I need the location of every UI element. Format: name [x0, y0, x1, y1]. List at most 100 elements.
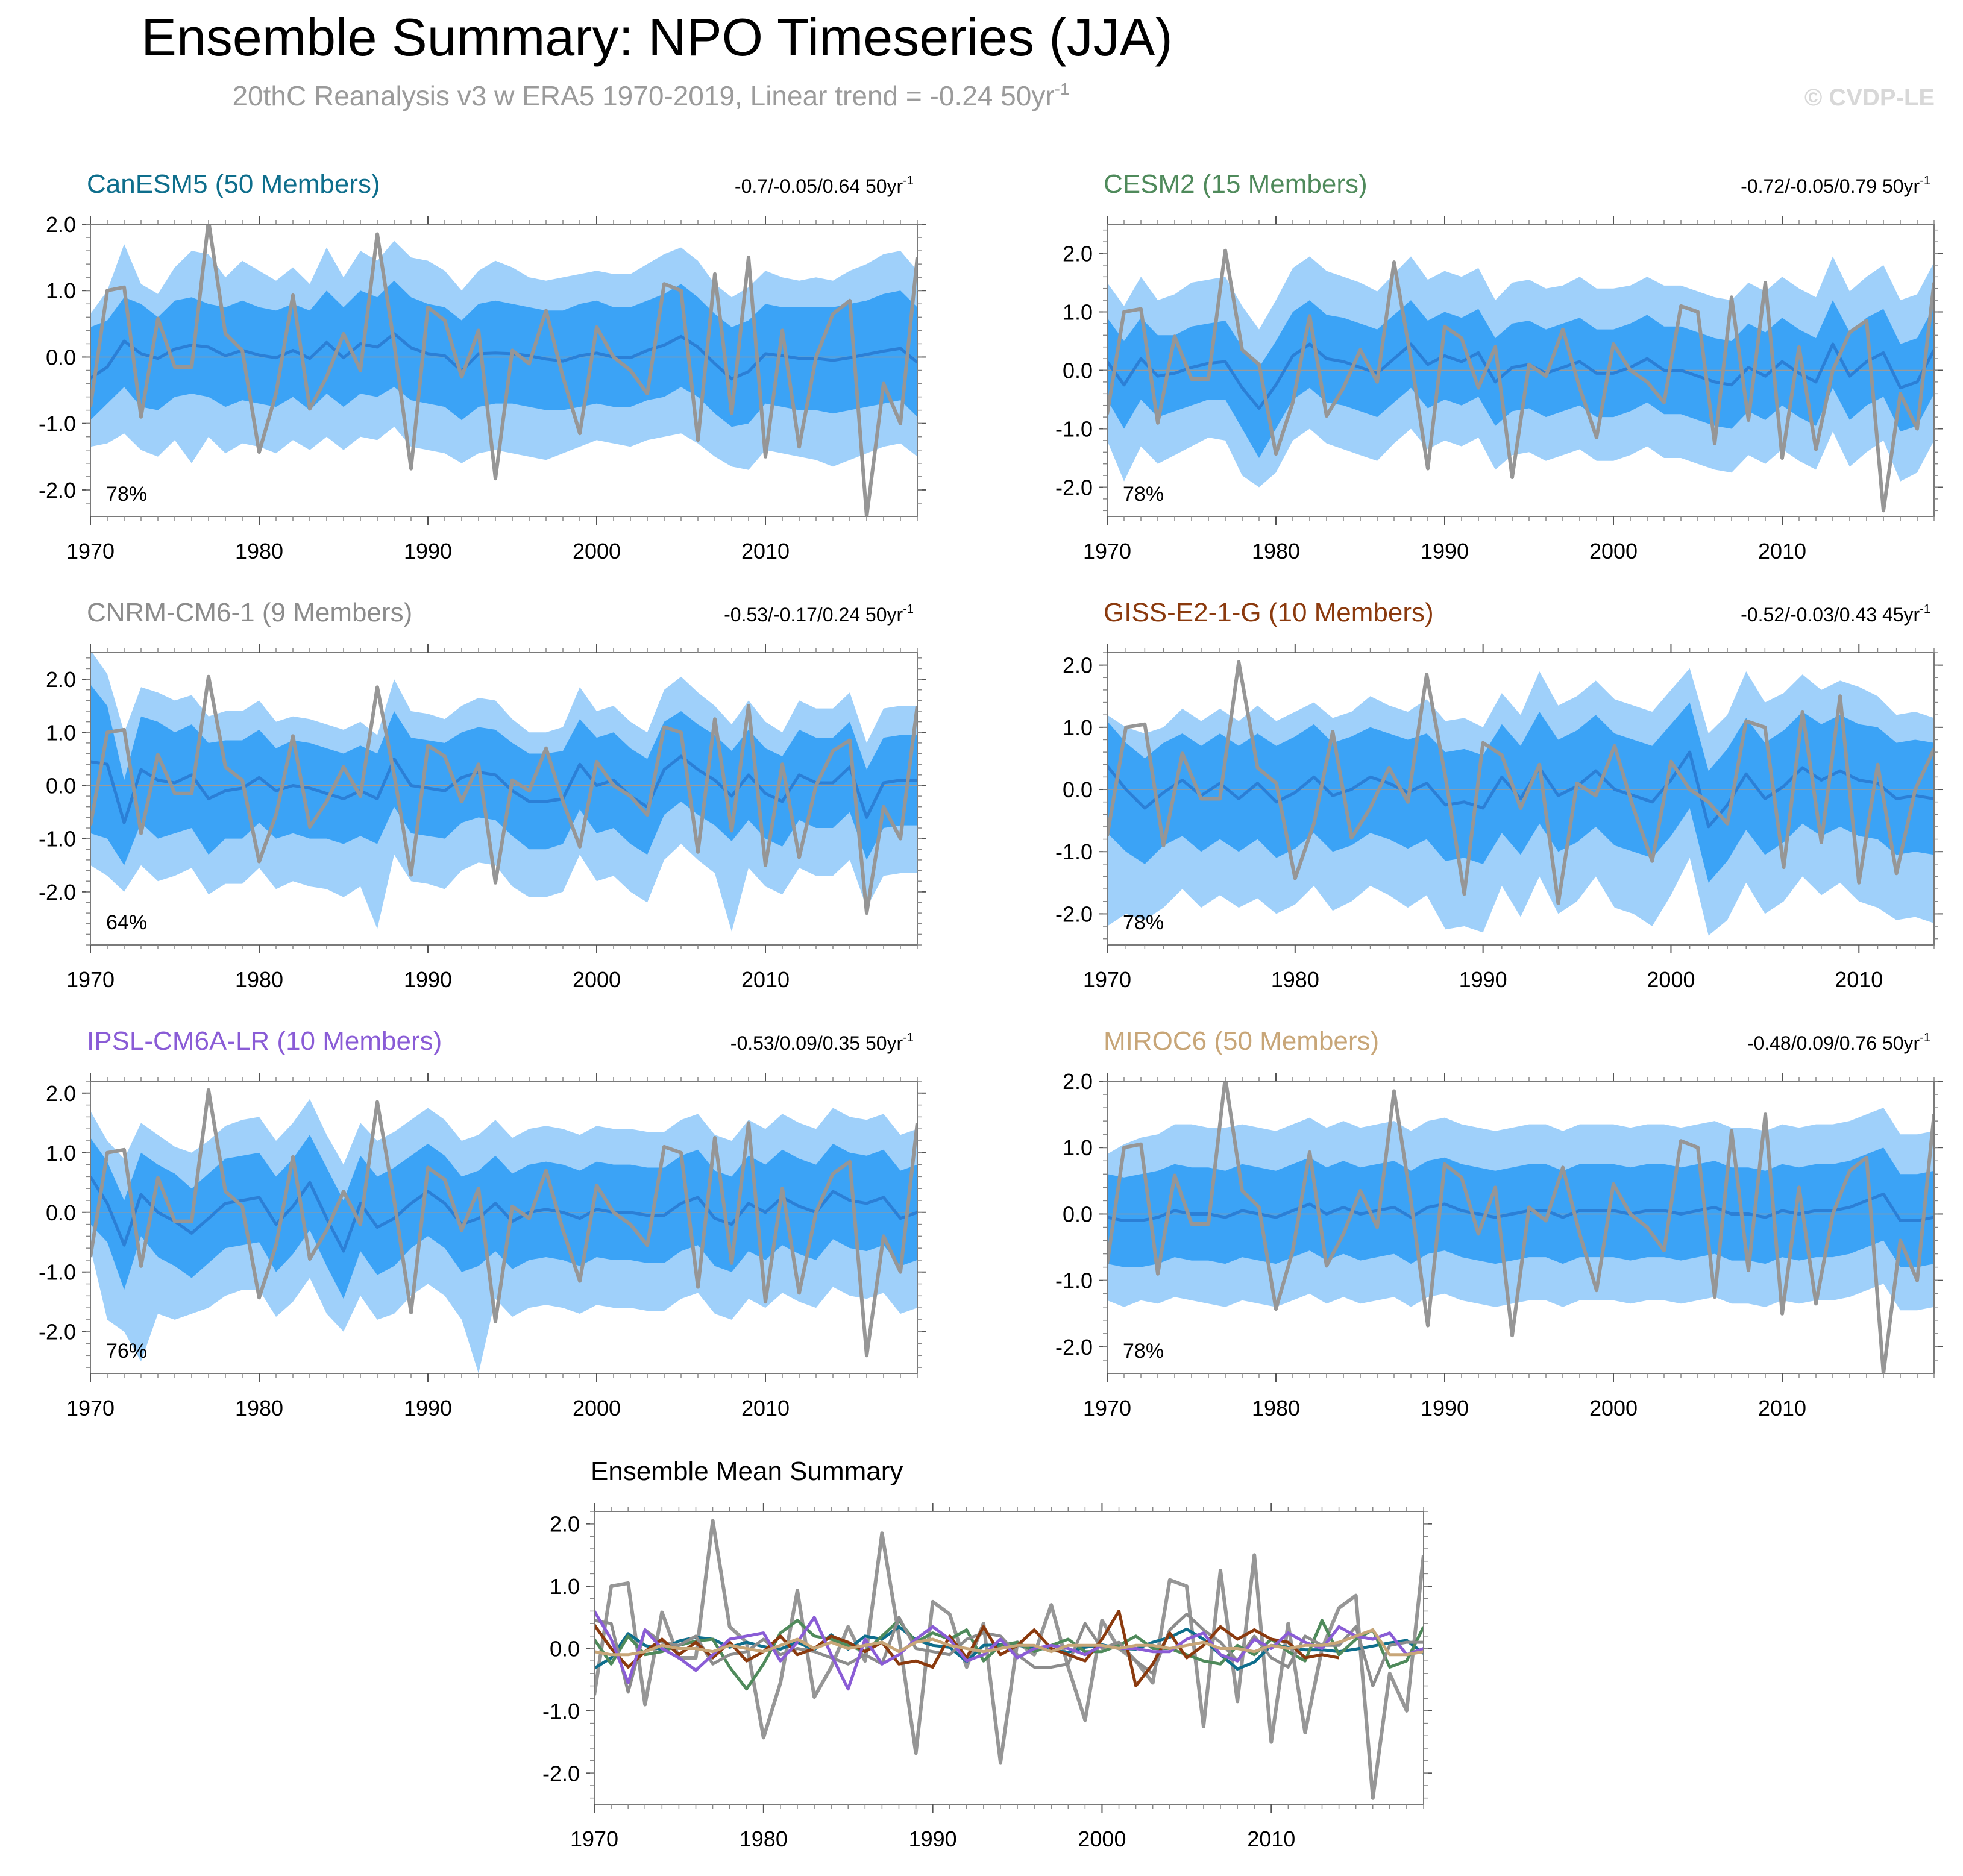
panel-4-trend-sup: -1 [1920, 603, 1930, 616]
summary-panel: 2.0 1.0 0.0 -1.0 -2.0 1970 1980 1990 2000 2010 Ens… [542, 1457, 1432, 1851]
summary-frame [594, 1511, 1424, 1805]
panel-1-observation-line [90, 224, 917, 516]
panel-3-ytick-label: 0.0 [46, 773, 76, 798]
panel-1-trend-label: -0.7/-0.05/0.64 50yr-1 [735, 174, 914, 197]
panel-6-ytick-label: 1.0 [1063, 1135, 1093, 1160]
panel-6-trend-label: -0.48/0.09/0.76 50yr-1 [1747, 1031, 1930, 1054]
panel-6-xtick-label: 1990 [1421, 1396, 1469, 1420]
panel-3-observation-line [90, 674, 917, 915]
panel-1-xtick-label: 2010 [741, 539, 790, 563]
panel-2-xtick-label: 2010 [1758, 539, 1806, 563]
panel-2-observation-line [1107, 248, 1934, 513]
panel-5-ytick-label: -1.0 [39, 1260, 76, 1285]
summary-ytick-label: 2.0 [550, 1512, 580, 1537]
panel-4-xtick-label: 1970 [1083, 967, 1131, 992]
panel-1-trend-range: -0.7/-0.05/0.64 [735, 175, 865, 197]
panel-5-trend-sup: -1 [903, 1031, 914, 1044]
panel-5-ytick-label: 0.0 [46, 1200, 76, 1225]
panel-6-xtick-label: 1980 [1252, 1396, 1300, 1420]
summary-xtick-label: 2000 [1078, 1827, 1126, 1851]
panel-3-xtick-label: 1990 [404, 967, 452, 992]
panel-4-trend-range: -0.52/-0.03/0.43 [1741, 604, 1882, 626]
panel-2-trend-sup: -1 [1920, 174, 1930, 187]
panel-2-percent-label: 78% [1123, 483, 1164, 506]
panel-6-ytick-label: 0.0 [1063, 1202, 1093, 1226]
panel-4-observation-line [1107, 660, 1934, 905]
panel-2-ytick-label: 0.0 [1063, 359, 1093, 383]
panel-2-plot-area [1107, 248, 1934, 513]
panel-6-ytick-label: 2.0 [1063, 1069, 1093, 1094]
panel-3: 2.0 1.0 0.0 -1.0 -2.0 1970 1980 1990 2000 2010 CNR… [39, 598, 926, 992]
summary-line-ipsl-cm6a-lr [594, 1610, 1424, 1691]
panel-5-ytick-label: 2.0 [46, 1081, 76, 1106]
panel-5-xtick-label: 1980 [235, 1396, 283, 1420]
panel-2-ytick-label: 2.0 [1063, 242, 1093, 266]
panel-4-inner-band [1107, 702, 1934, 883]
panel-5-xtick-label: 2010 [741, 1396, 790, 1420]
summary-line-miroc6 [594, 1628, 1424, 1657]
summary-plot-area [594, 1519, 1424, 1800]
summary-ytick-label: 1.0 [550, 1574, 580, 1599]
panel-4-ytick-label: -2.0 [1055, 902, 1093, 926]
panel-6-trend-range: -0.48/0.09/0.76 [1747, 1032, 1882, 1054]
summary-xtick-label: 2010 [1247, 1827, 1295, 1851]
panel-6-ytick-label: -1.0 [1055, 1269, 1093, 1293]
panel-2-ytick-label: 1.0 [1063, 300, 1093, 325]
panel-4: 2.0 1.0 0.0 -1.0 -2.0 1970 1980 1990 2000 2010 GIS… [1055, 598, 1943, 992]
panel-2-title: CESM2 (15 Members) [1104, 169, 1368, 199]
panel-3-ytick-label: -2.0 [39, 880, 76, 905]
panel-2-xtick-label: 1980 [1252, 539, 1300, 563]
summary-line-20thc-reanalysis-v3-w-era5 [594, 1519, 1424, 1800]
summary-xtick-label: 1980 [740, 1827, 788, 1851]
panel-1: 2.0 1.0 0.0 -1.0 -2.0 1970 1980 1990 2000 2010 Can… [39, 169, 926, 563]
panel-1-ytick-label: 1.0 [46, 278, 76, 303]
panel-4-ytick-label: -1.0 [1055, 839, 1093, 864]
panel-1-xtick-label: 1970 [66, 539, 115, 563]
panel-1-plot-area [90, 224, 917, 516]
watermark: © CVDP-LE [1804, 84, 1935, 111]
panel-6-ytick-label: -2.0 [1055, 1335, 1093, 1360]
panel-5-xtick-label: 2000 [573, 1396, 621, 1420]
panel-3-trend-label: -0.53/-0.17/0.24 50yr-1 [724, 603, 914, 626]
panel-6-xtick-label: 1970 [1083, 1396, 1131, 1420]
panel-5-title: IPSL-CM6A-LR (10 Members) [87, 1026, 442, 1056]
figure-title: Ensemble Summary: NPO Timeseries (JJA) [141, 7, 1173, 67]
figure-subtitle: 20thC Reanalysis v3 w ERA5 1970-2019, Li… [232, 80, 1069, 111]
panel-1-xtick-label: 2000 [573, 539, 621, 563]
panel-5-observation-line [90, 1088, 917, 1358]
panel-2-xtick-label: 2000 [1589, 539, 1638, 563]
panel-4-plot-area [1107, 660, 1934, 936]
summary-xtick-label: 1970 [570, 1827, 618, 1851]
subtitle-sup: -1 [1055, 80, 1070, 98]
panel-6: 2.0 1.0 0.0 -1.0 -2.0 1970 1980 1990 2000 2010 MIR… [1055, 1026, 1943, 1420]
panel-1-percent-label: 78% [106, 483, 147, 506]
panel-6-xtick-label: 2010 [1758, 1396, 1806, 1420]
panel-5-trend-label: -0.53/0.09/0.35 50yr-1 [730, 1031, 914, 1054]
panels-container: 2.0 1.0 0.0 -1.0 -2.0 1970 1980 1990 2000 2010 Can… [39, 169, 1943, 1420]
panel-6-plot-area [1107, 1081, 1934, 1373]
panel-5-trend-unit: 50yr [865, 1032, 903, 1054]
panel-6-percent-label: 78% [1123, 1340, 1164, 1363]
panel-4-ytick-label: 1.0 [1063, 715, 1093, 740]
summary-ytick-label: 0.0 [550, 1636, 580, 1661]
subtitle-main: 20thC Reanalysis v3 w ERA5 1970-2019, Li… [232, 80, 1054, 111]
panel-4-xtick-label: 2010 [1835, 967, 1883, 992]
panel-4-ytick-label: 0.0 [1063, 777, 1093, 802]
panel-2: 2.0 1.0 0.0 -1.0 -2.0 1970 1980 1990 2000 2010 CES… [1055, 169, 1943, 563]
panel-3-xtick-label: 1980 [235, 967, 283, 992]
panel-3-xtick-label: 1970 [66, 967, 115, 992]
panel-2-trend-label: -0.72/-0.05/0.79 50yr-1 [1741, 174, 1930, 197]
panel-6-trend-sup: -1 [1920, 1031, 1930, 1044]
panel-3-frame [90, 652, 918, 946]
panel-1-title: CanESM5 (50 Members) [87, 169, 380, 199]
panel-2-trend-unit: 50yr [1882, 175, 1920, 197]
panel-3-ytick-label: -1.0 [39, 827, 76, 852]
panel-1-xtick-label: 1980 [235, 539, 283, 563]
panel-4-trend-label: -0.52/-0.03/0.43 45yr-1 [1741, 603, 1930, 626]
panel-4-xtick-label: 2000 [1647, 967, 1695, 992]
panel-5-ytick-label: 1.0 [46, 1141, 76, 1165]
summary-ytick-label: -2.0 [542, 1761, 580, 1786]
panel-6-xtick-label: 2000 [1589, 1396, 1638, 1420]
panel-4-trend-unit: 45yr [1882, 604, 1920, 626]
